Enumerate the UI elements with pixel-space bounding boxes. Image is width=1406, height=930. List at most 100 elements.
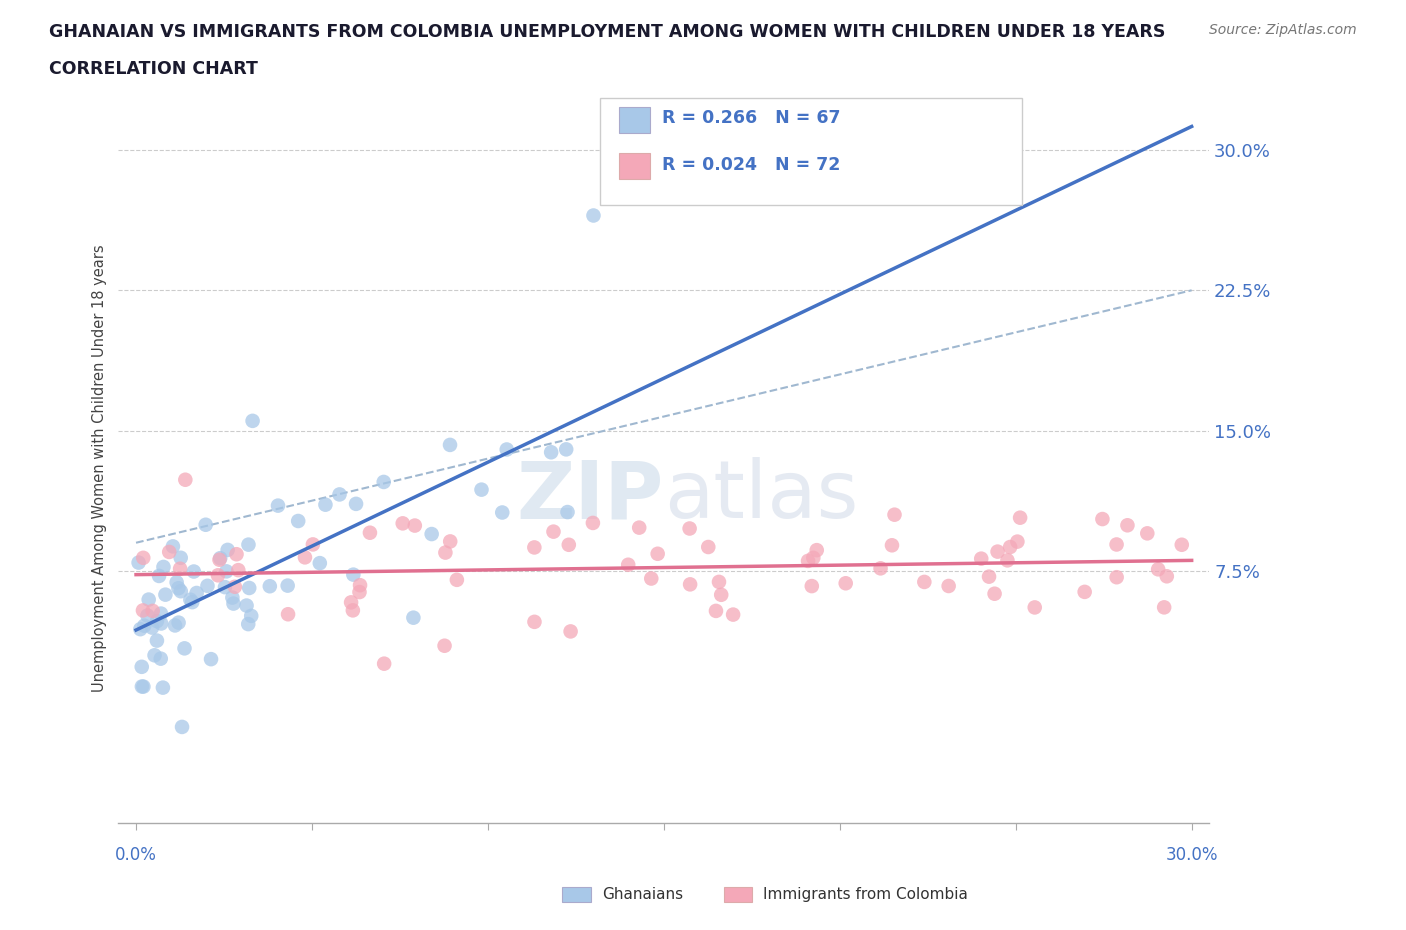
Point (225, 547, 247, 562)
Point (710, 588, 733, 603)
Point (277, 578, 299, 593)
Point (194, 517, 217, 532)
Text: 30.0%: 30.0% (1166, 845, 1218, 864)
Point (128, 555, 150, 570)
Point (170, 584, 193, 599)
Text: Immigrants from Colombia: Immigrants from Colombia (763, 887, 969, 902)
Point (697, 539, 720, 554)
Point (143, 648, 166, 663)
Point (349, 578, 371, 592)
Point (277, 606, 299, 621)
Point (197, 578, 219, 593)
Point (679, 577, 702, 591)
Point (1171, 538, 1194, 552)
Point (997, 553, 1019, 568)
Point (141, 620, 163, 635)
Point (132, 679, 155, 694)
Point (148, 568, 170, 583)
Point (238, 538, 260, 552)
Text: R = 0.024   N = 72: R = 0.024 N = 72 (662, 155, 841, 174)
Point (238, 617, 260, 631)
Point (835, 576, 858, 591)
Point (983, 586, 1005, 601)
Point (217, 542, 239, 557)
Point (186, 586, 208, 601)
Point (1105, 570, 1128, 585)
Point (314, 498, 336, 512)
Point (132, 603, 155, 618)
Point (433, 638, 456, 653)
Point (215, 564, 238, 578)
Point (166, 575, 188, 590)
Text: R = 0.266   N = 67: R = 0.266 N = 67 (662, 109, 841, 127)
Point (294, 550, 316, 565)
Point (152, 680, 174, 695)
Point (221, 591, 243, 605)
Point (163, 618, 186, 633)
Point (1010, 511, 1032, 525)
Point (131, 679, 153, 694)
Point (359, 525, 381, 540)
Point (880, 538, 903, 552)
Point (328, 487, 350, 502)
Text: atlas: atlas (664, 458, 858, 536)
Point (308, 556, 330, 571)
Point (209, 551, 232, 565)
Point (806, 543, 828, 558)
Point (1153, 600, 1175, 615)
Point (167, 615, 190, 630)
Point (800, 578, 823, 593)
Point (287, 513, 309, 528)
Point (801, 551, 824, 565)
Point (1091, 512, 1114, 526)
Point (174, 472, 197, 487)
Point (707, 575, 730, 590)
Point (222, 596, 245, 611)
Text: Source: ZipAtlas.com: Source: ZipAtlas.com (1209, 23, 1357, 37)
Point (173, 641, 195, 656)
Point (150, 606, 173, 621)
Point (987, 544, 1010, 559)
Point (678, 521, 700, 536)
Point (582, 208, 605, 223)
Point (240, 608, 263, 623)
Point (146, 633, 169, 648)
Point (560, 624, 582, 639)
Point (181, 594, 204, 609)
Point (404, 518, 426, 533)
Point (869, 561, 891, 576)
Point (491, 505, 513, 520)
Point (977, 569, 1000, 584)
Point (470, 482, 492, 497)
Point (131, 659, 153, 674)
Point (523, 615, 546, 630)
Point (207, 568, 229, 583)
Point (146, 614, 169, 629)
Point (129, 622, 152, 637)
Point (340, 595, 363, 610)
Point (938, 578, 960, 593)
Point (1024, 600, 1046, 615)
Point (998, 539, 1021, 554)
Point (582, 515, 605, 530)
Point (214, 579, 236, 594)
Point (167, 581, 190, 596)
Point (169, 562, 191, 577)
Point (242, 414, 264, 429)
Text: 0.0%: 0.0% (115, 845, 157, 864)
Point (170, 720, 193, 735)
Point (883, 507, 905, 522)
Point (540, 445, 562, 459)
Point (912, 575, 935, 590)
Point (136, 608, 159, 623)
Point (142, 604, 165, 618)
Point (152, 560, 174, 575)
Point (617, 557, 640, 572)
Text: ZIP: ZIP (516, 458, 664, 536)
Point (557, 505, 579, 520)
Point (640, 571, 662, 586)
Point (420, 526, 443, 541)
Point (1007, 534, 1029, 549)
Point (302, 537, 325, 551)
Point (157, 544, 180, 559)
